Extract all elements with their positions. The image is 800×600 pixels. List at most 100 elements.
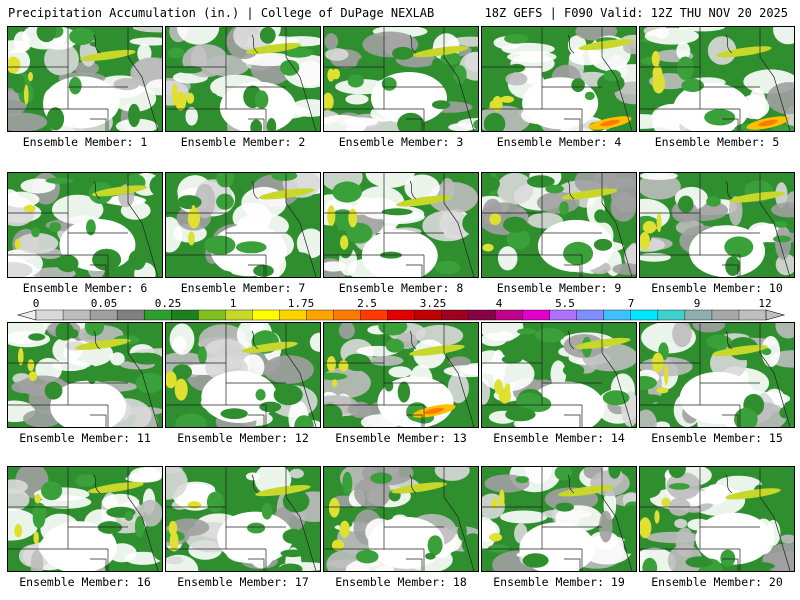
colorbar-tick-label: 9 [693, 297, 701, 310]
precip-map [639, 322, 795, 428]
ensemble-member-panel: Ensemble Member: 6 [7, 172, 163, 295]
ensemble-member-panel: Ensemble Member: 5 [639, 26, 795, 149]
ensemble-member-panel: Ensemble Member: 4 [481, 26, 637, 149]
ensemble-member-panel: Ensemble Member: 15 [639, 322, 795, 445]
precip-map [323, 172, 479, 278]
colorbar-tick-label: 0.25 [154, 297, 182, 310]
ensemble-member-panel: Ensemble Member: 10 [639, 172, 795, 295]
colorbar-swatch [495, 309, 524, 321]
ensemble-member-panel: Ensemble Member: 14 [481, 322, 637, 445]
colorbar-swatch [630, 309, 659, 321]
precip-colorbar [16, 309, 786, 321]
colorbar-swatch [711, 309, 740, 321]
colorbar-tick-label: 0 [32, 297, 40, 310]
precip-map [639, 172, 795, 278]
colorbar-left-arrow [16, 309, 37, 321]
colorbar-swatch [441, 309, 470, 321]
ensemble-member-panel: Ensemble Member: 17 [165, 466, 321, 589]
ensemble-member-label: Ensemble Member: 11 [19, 431, 151, 445]
colorbar-tick-label: 1.75 [287, 297, 315, 310]
ensemble-member-label: Ensemble Member: 8 [338, 281, 464, 295]
colorbar-tick-label: 1 [229, 297, 237, 310]
precip-map [165, 26, 321, 132]
ensemble-member-label: Ensemble Member: 4 [496, 135, 622, 149]
ensemble-member-label: Ensemble Member: 1 [22, 135, 148, 149]
colorbar-swatch [89, 309, 118, 321]
ensemble-member-label: Ensemble Member: 19 [493, 575, 625, 589]
header-title: Precipitation Accumulation (in.) | Colle… [8, 6, 435, 20]
precip-map [165, 322, 321, 428]
ensemble-member-panel: Ensemble Member: 16 [7, 466, 163, 589]
colorbar-swatch [333, 309, 361, 321]
precip-map [639, 466, 795, 572]
colorbar-swatch [360, 309, 388, 321]
ensemble-member-panel: Ensemble Member: 12 [165, 322, 321, 445]
ensemble-member-label: Ensemble Member: 16 [19, 575, 151, 589]
ensemble-member-panel: Ensemble Member: 1 [7, 26, 163, 149]
colorbar-tick-label: 0.05 [90, 297, 118, 310]
colorbar-swatch [522, 309, 551, 321]
colorbar-swatch [738, 309, 767, 321]
colorbar-swatch [170, 309, 199, 321]
colorbar-tick-label: 5.5 [555, 297, 575, 310]
ensemble-member-panel: Ensemble Member: 3 [323, 26, 479, 149]
precip-map [165, 172, 321, 278]
colorbar-swatch [143, 309, 172, 321]
ensemble-member-label: Ensemble Member: 18 [335, 575, 467, 589]
colorbar-swatch [198, 309, 226, 321]
colorbar-swatch [35, 309, 64, 321]
colorbar-swatch [62, 309, 91, 321]
precip-map [7, 26, 163, 132]
ensemble-member-panel: Ensemble Member: 19 [481, 466, 637, 589]
ensemble-member-panel: Ensemble Member: 11 [7, 322, 163, 445]
precip-map [481, 26, 637, 132]
colorbar-labels: 0 0.05 0.25 1 1.75 2.5 3.25 4 5.5 7 9 12 [0, 297, 800, 310]
ensemble-member-label: Ensemble Member: 20 [651, 575, 783, 589]
colorbar-swatch [576, 309, 605, 321]
colorbar-swatch [387, 309, 416, 321]
colorbar-swatch [116, 309, 145, 321]
ensemble-member-label: Ensemble Member: 7 [180, 281, 306, 295]
colorbar-tick-label: 3.25 [419, 297, 447, 310]
precip-map [323, 322, 479, 428]
precip-map [7, 322, 163, 428]
ensemble-member-panel: Ensemble Member: 2 [165, 26, 321, 149]
precip-map [639, 26, 795, 132]
header-valid-time: 18Z GEFS | F090 Valid: 12Z THU NOV 20 20… [484, 6, 788, 20]
colorbar-swatch [279, 309, 307, 321]
ensemble-member-panel: Ensemble Member: 8 [323, 172, 479, 295]
colorbar-tick-label: 4 [495, 297, 503, 310]
colorbar-swatch [603, 309, 632, 321]
precip-map [481, 322, 637, 428]
ensemble-member-label: Ensemble Member: 2 [180, 135, 306, 149]
ensemble-member-label: Ensemble Member: 17 [177, 575, 309, 589]
colorbar-swatch [306, 309, 334, 321]
precip-map [481, 172, 637, 278]
ensemble-member-label: Ensemble Member: 15 [651, 431, 783, 445]
colorbar-swatch [684, 309, 713, 321]
ensemble-member-label: Ensemble Member: 10 [651, 281, 783, 295]
ensemble-member-label: Ensemble Member: 13 [335, 431, 467, 445]
colorbar-swatch [549, 309, 578, 321]
colorbar-swatch [225, 309, 253, 321]
colorbar-tick-label: 12 [758, 297, 772, 310]
ensemble-member-panel: Ensemble Member: 20 [639, 466, 795, 589]
ensemble-member-label: Ensemble Member: 6 [22, 281, 148, 295]
colorbar-swatch [468, 309, 497, 321]
ensemble-member-panel: Ensemble Member: 9 [481, 172, 637, 295]
precip-map [323, 466, 479, 572]
precip-map [7, 466, 163, 572]
ensemble-member-label: Ensemble Member: 9 [496, 281, 622, 295]
colorbar-swatch [657, 309, 686, 321]
colorbar-tick-label: 7 [627, 297, 635, 310]
precip-map [481, 466, 637, 572]
colorbar-tick-label: 2.5 [357, 297, 377, 310]
colorbar-swatch [414, 309, 443, 321]
ensemble-member-panel: Ensemble Member: 18 [323, 466, 479, 589]
ensemble-member-label: Ensemble Member: 3 [338, 135, 464, 149]
ensemble-member-label: Ensemble Member: 14 [493, 431, 625, 445]
ensemble-member-label: Ensemble Member: 5 [654, 135, 780, 149]
precip-map [323, 26, 479, 132]
ensemble-member-panel: Ensemble Member: 13 [323, 322, 479, 445]
ensemble-member-panel: Ensemble Member: 7 [165, 172, 321, 295]
